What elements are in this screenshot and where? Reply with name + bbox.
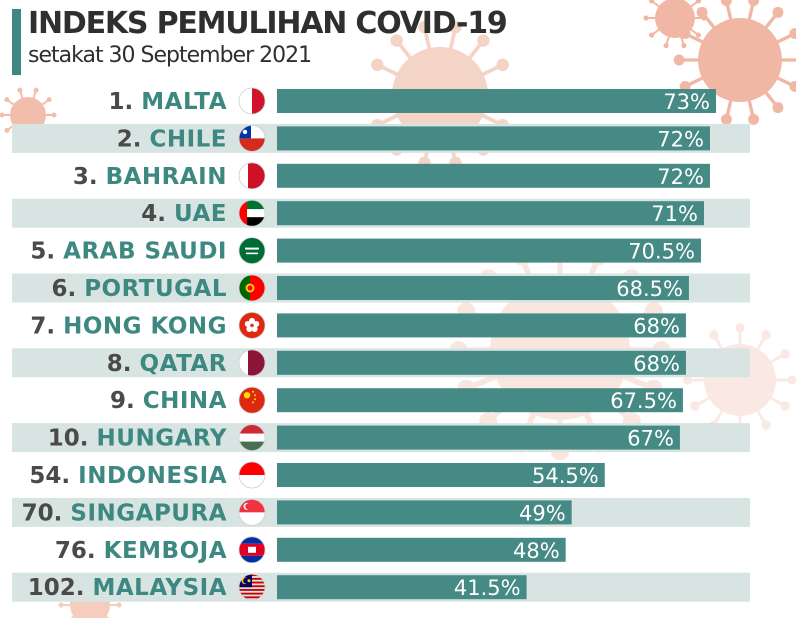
- rank-label: 10.: [48, 426, 97, 452]
- category-label: 1. MALTA: [109, 89, 228, 115]
- virus-icon: [643, 0, 707, 49]
- value-label: 68%: [633, 314, 680, 338]
- country-label: HONG KONG: [63, 313, 227, 339]
- chart-subtitle: setakat 30 September 2021: [28, 43, 312, 68]
- value-label: 72%: [657, 165, 704, 189]
- category-label: 54. INDONESIA: [29, 463, 227, 489]
- title-accent-bar: [12, 9, 21, 75]
- country-label: BAHRAIN: [106, 164, 227, 190]
- category-label: 9. CHINA: [110, 388, 227, 414]
- value-label: 41.5%: [454, 576, 521, 600]
- value-label: 49%: [519, 501, 566, 525]
- bahrain-flag-icon: [238, 162, 266, 190]
- value-label: 68.5%: [616, 277, 683, 301]
- value-label: 68%: [633, 352, 680, 376]
- value-label: 54.5%: [532, 464, 599, 488]
- bar-portugal: [277, 276, 689, 300]
- category-label: 4. UAE: [141, 201, 227, 227]
- rank-label: 102.: [28, 575, 93, 601]
- country-label: KEMBOJA: [104, 538, 227, 564]
- portugal-flag-icon: [238, 274, 266, 302]
- chile-flag-icon: [238, 124, 266, 152]
- country-label: HUNGARY: [97, 426, 227, 452]
- category-label: 2. CHILE: [117, 126, 227, 152]
- country-label: CHINA: [143, 388, 227, 414]
- saudi-arabia-flag-icon: [238, 237, 266, 265]
- country-label: PORTUGAL: [84, 276, 227, 302]
- cambodia-flag-icon: [238, 536, 266, 564]
- bar-chile: [277, 126, 710, 151]
- hong-kong-flag-icon: [238, 311, 266, 339]
- bar-indonesia: [277, 463, 605, 487]
- value-labels: 73% 72% 72% 71% 70.5% 68.5% 68% 68% 67.5% 67% 54.5…: [454, 90, 710, 600]
- bar-hong-kong: [277, 313, 686, 338]
- category-label: 76. KEMBOJA: [55, 538, 227, 564]
- rank-label: 7.: [30, 313, 63, 339]
- malta-flag-icon: [238, 87, 266, 115]
- rank-label: 8.: [107, 351, 140, 377]
- category-label: 5. ARAB SAUDI: [30, 239, 227, 265]
- row-labels: 1. MALTA 2. CHILE 3. BAHRAIN 4. UAE 5. ARAB …: [22, 89, 227, 601]
- value-label: 48%: [513, 539, 560, 563]
- bar-hungary: [277, 425, 680, 450]
- value-label: 70.5%: [628, 240, 695, 264]
- qatar-flag-icon: [238, 349, 266, 377]
- rank-label: 3.: [73, 164, 106, 190]
- value-label: 71%: [651, 202, 698, 226]
- rank-label: 54.: [29, 463, 78, 489]
- singapore-flag-icon: [238, 499, 266, 526]
- bar-malta: [277, 89, 716, 113]
- country-label: ARAB SAUDI: [63, 239, 227, 265]
- bar-arab-saudi: [277, 238, 701, 263]
- bar-singapura: [277, 500, 572, 525]
- rank-label: 9.: [110, 388, 143, 414]
- rank-label: 4.: [141, 201, 174, 227]
- rank-label: 6.: [51, 276, 84, 302]
- rank-label: 76.: [55, 538, 104, 564]
- category-label: 7. HONG KONG: [30, 313, 227, 339]
- category-label: 10. HUNGARY: [48, 426, 227, 452]
- category-label: 70. SINGAPURA: [22, 500, 227, 526]
- rank-label: 70.: [22, 500, 71, 526]
- china-flag-icon: [238, 386, 266, 414]
- rank-label: 5.: [30, 239, 63, 265]
- country-label: MALAYSIA: [92, 575, 227, 601]
- chart-title: INDEKS PEMULIHAN COVID-19: [28, 6, 508, 41]
- value-label: 67%: [627, 427, 674, 451]
- country-label: INDONESIA: [78, 463, 227, 489]
- country-label: UAE: [174, 201, 227, 227]
- bars: [277, 89, 716, 600]
- malaysia-flag-icon: [238, 573, 266, 601]
- indonesia-flag-icon: [238, 461, 266, 489]
- rank-label: 1.: [109, 89, 142, 115]
- category-label: 6. PORTUGAL: [51, 276, 227, 302]
- country-label: MALTA: [141, 89, 227, 115]
- bar-malaysia: [277, 575, 527, 600]
- flags: [238, 87, 266, 601]
- bar-bahrain: [277, 163, 710, 188]
- bar-qatar: [277, 350, 686, 375]
- bar-uae: [277, 201, 704, 226]
- uae-flag-icon: [238, 199, 266, 227]
- bar-china: [277, 388, 683, 413]
- value-label: 73%: [663, 90, 710, 114]
- value-label: 67.5%: [610, 389, 677, 413]
- country-label: SINGAPURA: [70, 500, 227, 526]
- rank-label: 2.: [117, 126, 150, 152]
- category-label: 102. MALAYSIA: [28, 575, 227, 601]
- value-label: 72%: [657, 127, 704, 151]
- country-label: CHILE: [149, 126, 227, 152]
- category-label: 8. QATAR: [107, 351, 227, 377]
- hungary-flag-icon: [238, 424, 266, 452]
- category-label: 3. BAHRAIN: [73, 164, 227, 190]
- bar-kemboja: [277, 537, 566, 562]
- country-label: QATAR: [140, 351, 227, 377]
